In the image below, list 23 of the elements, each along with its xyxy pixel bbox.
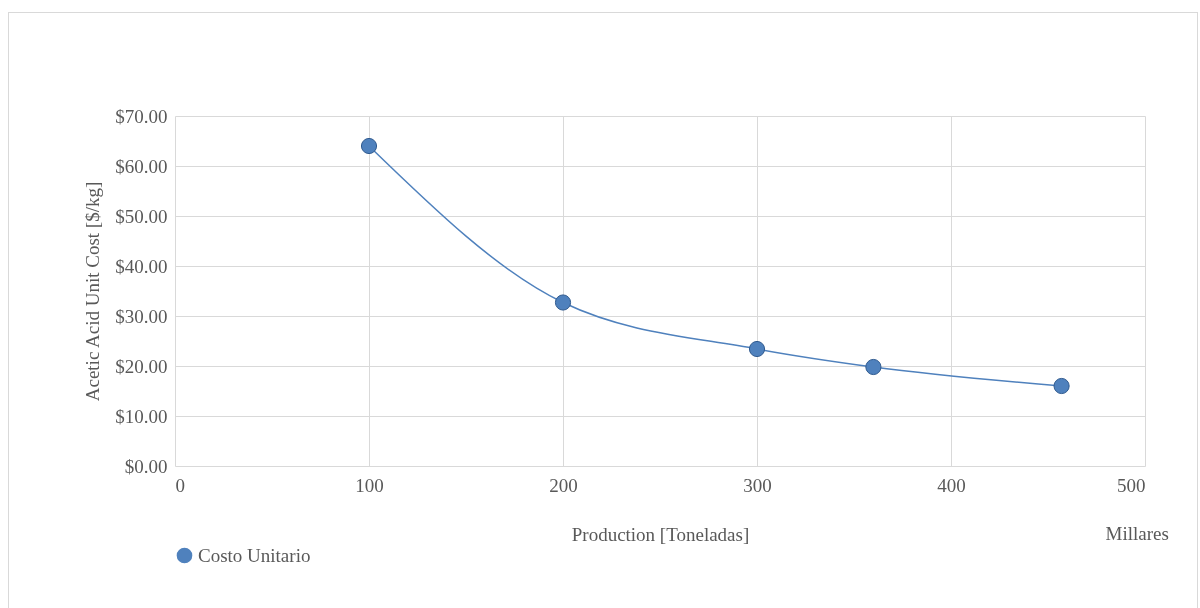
y-tick-label: $60.00	[115, 155, 168, 177]
y-tick-label: $70.00	[115, 105, 168, 127]
point	[554, 294, 572, 311]
y-tick-label: $50.00	[115, 205, 168, 227]
y-tick-label: $10.00	[115, 405, 168, 427]
legend-label: Costo Unitario	[198, 544, 311, 566]
x-tick-label: 200	[549, 474, 578, 496]
y-tick-label: $0.00	[124, 455, 168, 477]
y-tick-label: $20.00	[115, 355, 168, 377]
x-axis-title: Production [Toneladas]	[571, 523, 750, 545]
text: Millares	[1105, 523, 1169, 544]
x-tick-label: 0	[175, 474, 185, 496]
y-axis-title: Acetic Acid Unit Cost [$/kg]	[82, 181, 104, 402]
point	[1053, 377, 1070, 395]
point	[865, 358, 882, 376]
point	[360, 137, 378, 155]
x-tick-label: 100	[355, 474, 384, 496]
y-tick-label: $30.00	[115, 305, 168, 327]
x-tick-label: 300	[743, 474, 772, 496]
y-tick-label: $40.00	[115, 255, 168, 277]
x-tick-label: 500	[1117, 474, 1146, 496]
x-tick-label: 400	[937, 474, 966, 496]
point	[748, 340, 766, 358]
